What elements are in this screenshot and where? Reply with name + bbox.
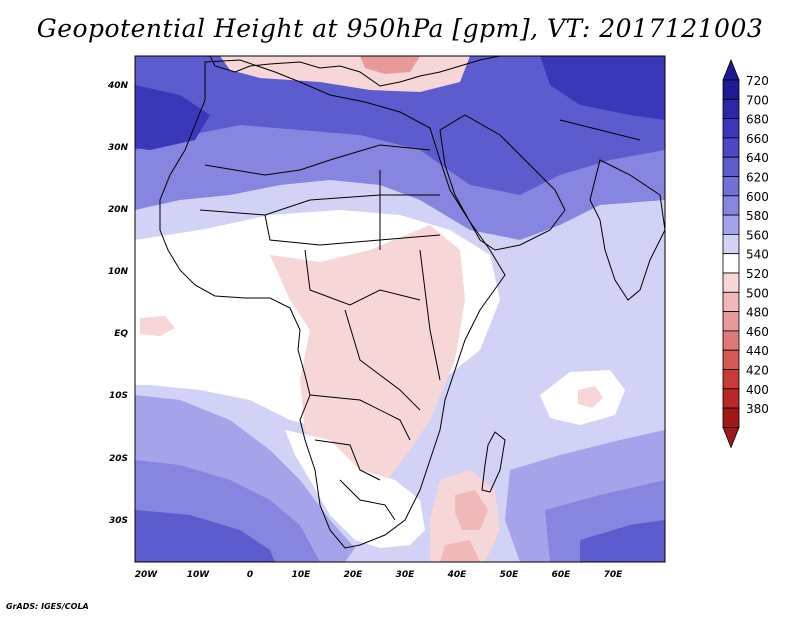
colorbar-level-label: 580 [746, 209, 769, 223]
plot-frame [134, 55, 666, 563]
field-channel-low-3 [440, 540, 480, 562]
coastlines [159, 56, 665, 549]
field-northeast-peak [540, 56, 665, 120]
colorbar-swatch [722, 233, 740, 255]
colorbar-swatch [722, 311, 740, 332]
colorbar-level-label: 640 [746, 151, 769, 165]
colorbar-swatch [722, 118, 740, 139]
border-2 [199, 194, 440, 216]
lat-tick-label: 40N [107, 81, 129, 91]
colorbar-swatch [722, 388, 740, 409]
field-indian-ocean-low [578, 386, 603, 408]
border-1 [204, 144, 431, 176]
border-4 [304, 249, 421, 306]
colorbar-swatch [722, 195, 740, 216]
colorbar-swatch [722, 349, 740, 370]
border-3 [264, 214, 441, 246]
arabian-peninsula-coastline [439, 114, 566, 251]
colorbar-level-label: 620 [746, 171, 769, 185]
colorbar-level-label: 540 [746, 248, 769, 262]
lon-tick-label: 30E [396, 570, 416, 580]
lon-tick-label: 20E [344, 570, 364, 580]
lon-tick-label: 0 [247, 570, 253, 580]
lat-tick-label: EQ [114, 329, 128, 339]
lat-tick-label: 30N [108, 143, 129, 153]
lon-tick-label: 70E [604, 570, 624, 580]
field-channel-low-2 [455, 490, 488, 530]
lat-tick-label: 20S [109, 454, 128, 464]
colorbar-swatch [722, 369, 740, 390]
border-10 [419, 249, 441, 381]
border-7 [314, 439, 381, 481]
colorbar-swatch [722, 79, 740, 100]
field-med-low-core [360, 56, 420, 74]
lon-tick-label: 60E [552, 570, 572, 580]
longitude-axis: 20W 10W 0 10E 20E 30E 40E 50E 60E 70E [135, 570, 623, 580]
lat-tick-label: 20N [108, 205, 129, 215]
colorbar-level-label: 380 [746, 402, 769, 416]
colorbar-swatch [722, 253, 740, 274]
border-6 [309, 394, 411, 441]
colorbar-level-label: 420 [746, 364, 769, 378]
colorbar-swatch [722, 156, 740, 177]
colorbar-level-label: 600 [746, 190, 769, 204]
lat-tick-label: 30S [109, 516, 128, 526]
colorbar-top-arrow [722, 58, 740, 81]
colorbar-swatch [722, 407, 740, 428]
colorbar-swatch [722, 137, 740, 158]
lon-tick-label: 40E [447, 570, 468, 580]
colorbar-level-label: 520 [746, 267, 769, 281]
field-africa-low [270, 225, 465, 505]
colorbar-swatch [722, 291, 740, 312]
lon-tick-label: 20W [135, 570, 159, 580]
colorbar-level-label: 720 [746, 74, 769, 88]
field-southeast-peak [580, 520, 665, 562]
lon-tick-label: 10W [187, 570, 211, 580]
colorbar-level-label: 700 [746, 93, 769, 107]
colorbar-level-label: 400 [746, 383, 769, 397]
field-north-higher [135, 56, 665, 195]
africa-coastline [159, 59, 506, 549]
lat-tick-label: 10S [109, 391, 128, 401]
chart-title: Geopotential Height at 950hPa [gpm], VT:… [36, 14, 764, 43]
lat-tick-label: 10N [108, 267, 129, 277]
height-field [135, 56, 665, 562]
border-5 [344, 309, 421, 411]
field-south-peak [135, 510, 275, 562]
colorbar-level-label: 440 [746, 344, 769, 358]
colorbar-swatch [722, 272, 740, 293]
credit-label: GrADS: IGES/COLA [6, 602, 89, 611]
india-coastline [589, 159, 665, 301]
colorbar-level-label: 680 [746, 113, 769, 127]
border-11 [559, 119, 641, 141]
border-8 [339, 479, 396, 521]
colorbar-level-label: 500 [746, 286, 769, 300]
europe-coastline [209, 56, 501, 87]
latitude-axis: 40N 30N 20N 10N EQ 10S 20S 30S [107, 81, 129, 526]
colorbar: 720 700 680 660 640 620 600 580 560 540 520 500 480 4… [722, 58, 769, 449]
colorbar-swatch [722, 214, 740, 235]
lon-tick-label: 50E [500, 570, 520, 580]
colorbar-level-label: 660 [746, 132, 769, 146]
colorbar-level-label: 460 [746, 325, 769, 339]
colorbar-level-label: 560 [746, 228, 769, 242]
field-southern-africa-white [285, 430, 425, 548]
colorbar-swatch [722, 176, 740, 197]
colorbar-swatch [722, 330, 740, 351]
colorbar-level-label: 480 [746, 306, 769, 320]
madagascar-coastline [481, 431, 506, 493]
lon-tick-label: 10E [292, 570, 312, 580]
field-west-low [140, 316, 175, 336]
colorbar-bottom-arrow [722, 427, 740, 449]
colorbar-swatch [722, 98, 740, 120]
